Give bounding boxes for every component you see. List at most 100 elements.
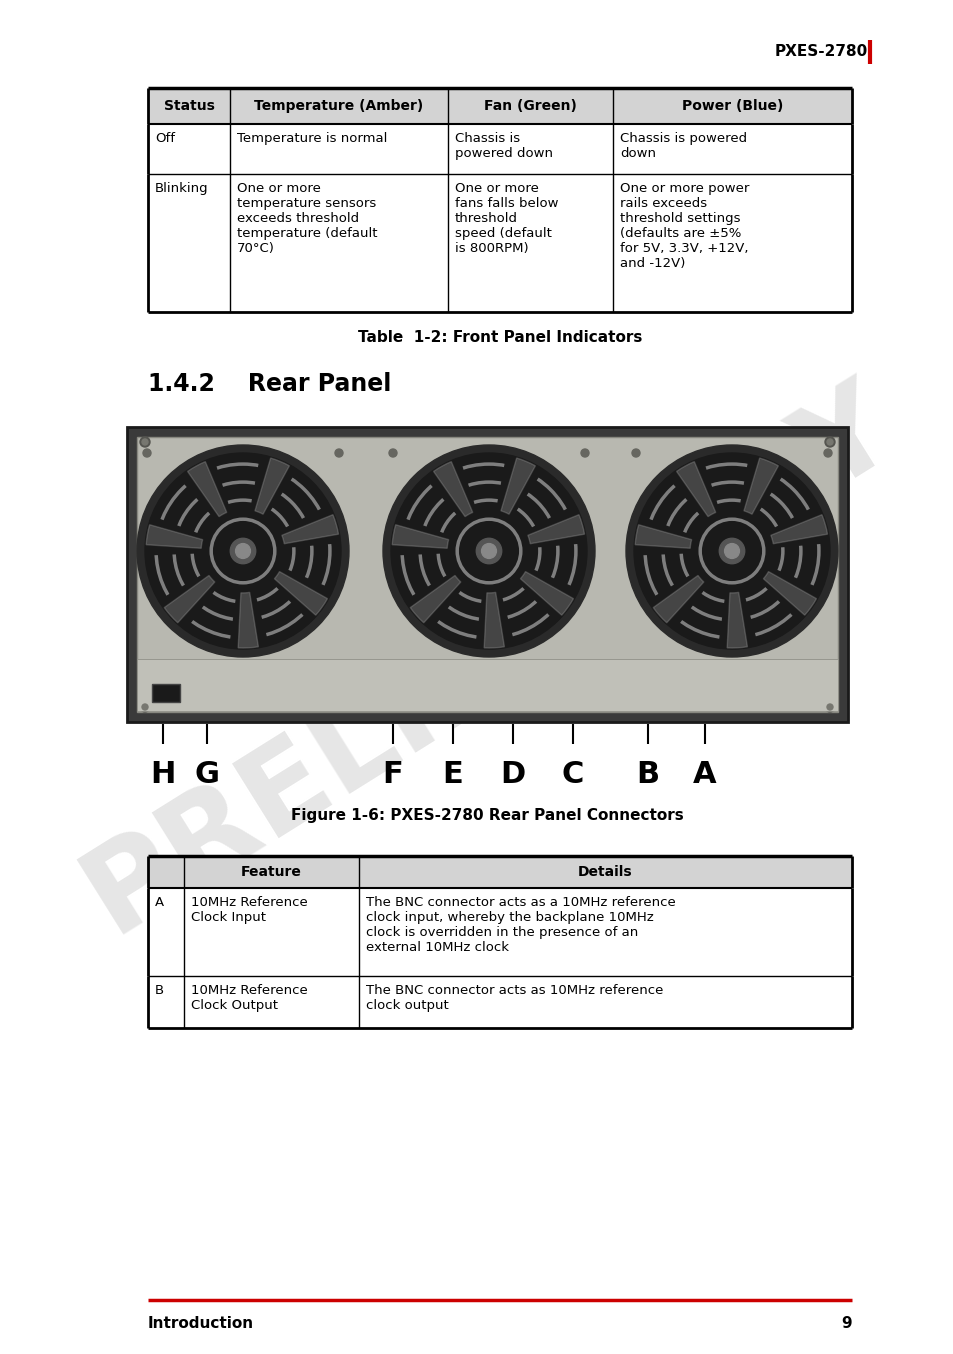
Text: Blinking: Blinking <box>154 181 209 195</box>
Wedge shape <box>718 589 757 649</box>
Bar <box>148 976 851 1028</box>
Wedge shape <box>392 517 453 555</box>
Circle shape <box>382 445 595 657</box>
Wedge shape <box>410 575 460 623</box>
Text: Introduction: Introduction <box>148 1316 253 1331</box>
Wedge shape <box>676 462 715 517</box>
Bar <box>148 175 851 311</box>
Text: C: C <box>561 760 583 789</box>
Text: PXES-2780: PXES-2780 <box>774 45 867 60</box>
Text: Status: Status <box>163 99 214 112</box>
Text: The BNC connector acts as 10MHz reference
clock output: The BNC connector acts as 10MHz referenc… <box>366 984 662 1011</box>
Bar <box>137 659 837 711</box>
Wedge shape <box>281 515 338 544</box>
Circle shape <box>389 450 396 458</box>
Circle shape <box>230 539 255 563</box>
Text: 1.4.2    Rear Panel: 1.4.2 Rear Panel <box>148 372 391 395</box>
Wedge shape <box>762 571 816 615</box>
Wedge shape <box>648 571 708 630</box>
Wedge shape <box>758 566 821 621</box>
Bar <box>148 888 851 976</box>
Circle shape <box>145 454 340 649</box>
Wedge shape <box>433 462 473 517</box>
Wedge shape <box>274 571 327 615</box>
Wedge shape <box>484 592 504 649</box>
Wedge shape <box>230 589 268 649</box>
Wedge shape <box>739 456 785 519</box>
Wedge shape <box>743 458 778 515</box>
Text: 10MHz Reference
Clock Input: 10MHz Reference Clock Input <box>191 896 308 923</box>
Text: A: A <box>154 896 164 909</box>
Wedge shape <box>635 525 691 548</box>
Wedge shape <box>238 592 258 649</box>
Text: Table  1-2: Front Panel Indicators: Table 1-2: Front Panel Indicators <box>357 330 641 345</box>
Wedge shape <box>522 505 585 547</box>
Text: F: F <box>382 760 403 789</box>
Circle shape <box>826 704 832 709</box>
Wedge shape <box>726 592 746 649</box>
Wedge shape <box>476 589 514 649</box>
Circle shape <box>824 437 834 447</box>
Circle shape <box>719 539 744 563</box>
Circle shape <box>631 451 831 651</box>
Wedge shape <box>425 459 476 521</box>
Wedge shape <box>527 515 584 544</box>
Circle shape <box>391 454 586 649</box>
Wedge shape <box>250 456 296 519</box>
Circle shape <box>823 450 831 458</box>
Circle shape <box>137 445 349 657</box>
Circle shape <box>140 701 150 712</box>
Text: B: B <box>154 984 164 997</box>
Circle shape <box>389 451 588 651</box>
Text: Figure 1-6: PXES-2780 Rear Panel Connectors: Figure 1-6: PXES-2780 Rear Panel Connect… <box>291 808 683 823</box>
Text: B: B <box>636 760 659 789</box>
Text: Details: Details <box>578 865 632 879</box>
Circle shape <box>335 450 343 458</box>
Text: H: H <box>151 760 175 789</box>
Circle shape <box>625 445 837 657</box>
Circle shape <box>826 439 832 445</box>
Text: Chassis is
powered down: Chassis is powered down <box>455 131 553 160</box>
Circle shape <box>476 539 501 563</box>
Wedge shape <box>159 571 220 630</box>
Wedge shape <box>188 462 227 517</box>
Circle shape <box>824 701 834 712</box>
Text: The BNC connector acts as a 10MHz reference
clock input, whereby the backplane 1: The BNC connector acts as a 10MHz refere… <box>366 896 675 955</box>
Text: 10MHz Reference
Clock Output: 10MHz Reference Clock Output <box>191 984 308 1011</box>
Text: Temperature (Amber): Temperature (Amber) <box>254 99 423 112</box>
Circle shape <box>142 704 148 709</box>
Text: D: D <box>500 760 525 789</box>
Text: Off: Off <box>154 131 174 145</box>
Wedge shape <box>516 566 578 621</box>
Circle shape <box>140 437 150 447</box>
Wedge shape <box>519 571 573 615</box>
Circle shape <box>481 543 496 558</box>
Text: One or more power
rails exceeds
threshold settings
(defaults are ±5%
for 5V, 3.3: One or more power rails exceeds threshol… <box>619 181 749 269</box>
Bar <box>127 427 847 722</box>
Circle shape <box>143 451 343 651</box>
Circle shape <box>143 450 151 458</box>
Wedge shape <box>765 505 828 547</box>
Wedge shape <box>277 505 339 547</box>
Text: E: E <box>442 760 463 789</box>
Circle shape <box>724 543 739 558</box>
Text: Power (Blue): Power (Blue) <box>681 99 782 112</box>
Bar <box>148 125 851 175</box>
Circle shape <box>631 450 639 458</box>
Text: One or more
temperature sensors
exceeds threshold
temperature (default
70°C): One or more temperature sensors exceeds … <box>236 181 377 255</box>
Wedge shape <box>770 515 826 544</box>
Wedge shape <box>270 566 332 621</box>
Text: PRELIMINARY: PRELIMINARY <box>64 364 915 956</box>
Wedge shape <box>254 458 289 515</box>
Wedge shape <box>164 575 214 623</box>
Wedge shape <box>496 456 542 519</box>
Text: Temperature is normal: Temperature is normal <box>236 131 387 145</box>
Text: Feature: Feature <box>241 865 301 879</box>
Bar <box>148 856 851 888</box>
Wedge shape <box>146 525 202 548</box>
Bar <box>148 88 851 125</box>
Text: Fan (Green): Fan (Green) <box>483 99 577 112</box>
Bar <box>137 437 837 712</box>
Wedge shape <box>668 459 720 521</box>
Text: G: G <box>194 760 219 789</box>
